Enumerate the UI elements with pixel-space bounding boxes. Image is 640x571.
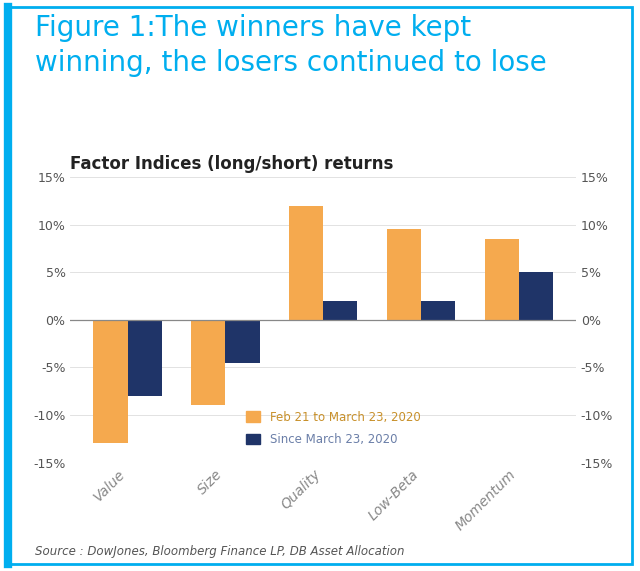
Bar — [484, 239, 519, 320]
Bar — [127, 320, 162, 396]
Bar — [421, 301, 455, 320]
Bar — [225, 320, 260, 363]
Bar — [387, 230, 421, 320]
Bar — [191, 320, 225, 405]
Bar — [93, 320, 127, 444]
Bar — [519, 272, 553, 320]
Text: Factor Indices (long/short) returns: Factor Indices (long/short) returns — [70, 155, 394, 172]
Bar — [289, 206, 323, 320]
Legend: Feb 21 to March 23, 2020, Since March 23, 2020: Feb 21 to March 23, 2020, Since March 23… — [241, 406, 425, 451]
Text: Source : DowJones, Bloomberg Finance LP, DB Asset Allocation: Source : DowJones, Bloomberg Finance LP,… — [35, 545, 404, 558]
Bar — [323, 301, 357, 320]
Text: Figure 1:The winners have kept
winning, the losers continued to lose: Figure 1:The winners have kept winning, … — [35, 14, 547, 77]
